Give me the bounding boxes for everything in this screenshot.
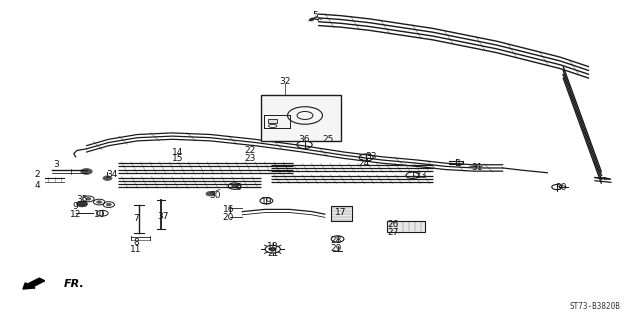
Text: 8: 8 — [133, 238, 139, 247]
Circle shape — [86, 197, 91, 200]
Text: 2: 2 — [35, 170, 40, 179]
Text: 20: 20 — [222, 213, 234, 222]
Text: 16: 16 — [222, 205, 234, 214]
Text: 6: 6 — [235, 183, 241, 192]
Circle shape — [81, 169, 92, 174]
Text: 12: 12 — [70, 210, 82, 219]
Text: 31: 31 — [471, 164, 483, 172]
Text: 13: 13 — [416, 172, 427, 180]
Text: 23: 23 — [244, 154, 255, 163]
Text: 28: 28 — [331, 236, 342, 245]
Text: 27: 27 — [388, 228, 399, 237]
Bar — [261, 95, 341, 141]
Text: 15: 15 — [171, 154, 183, 163]
Text: 9: 9 — [73, 202, 78, 211]
Text: 34: 34 — [106, 170, 118, 179]
Bar — [387, 221, 426, 232]
Bar — [268, 119, 277, 123]
Text: 36: 36 — [298, 135, 310, 144]
Bar — [331, 206, 352, 221]
Text: FR.: FR. — [64, 279, 85, 289]
Text: 14: 14 — [172, 148, 183, 156]
Text: 26: 26 — [388, 220, 399, 229]
Text: 22: 22 — [244, 146, 255, 155]
Text: 18: 18 — [267, 242, 278, 251]
Circle shape — [206, 192, 215, 196]
Circle shape — [77, 201, 87, 206]
Text: 30: 30 — [555, 183, 567, 192]
Text: 17: 17 — [335, 208, 347, 217]
Text: 4: 4 — [35, 181, 40, 190]
Circle shape — [232, 185, 237, 188]
Text: 35: 35 — [76, 195, 88, 204]
Text: 25: 25 — [322, 135, 334, 144]
Text: 11: 11 — [131, 245, 142, 254]
Text: 3: 3 — [54, 160, 59, 169]
Text: 37: 37 — [157, 212, 169, 221]
Text: 10: 10 — [94, 210, 105, 219]
Text: ST73-B3820B: ST73-B3820B — [569, 302, 620, 311]
Text: 5: 5 — [312, 11, 318, 20]
FancyArrow shape — [23, 278, 45, 289]
Text: 7: 7 — [133, 214, 139, 223]
Text: 24: 24 — [359, 159, 370, 168]
Text: 19: 19 — [261, 197, 272, 206]
Circle shape — [97, 201, 102, 203]
Text: 29: 29 — [331, 244, 342, 253]
Circle shape — [106, 203, 111, 206]
Circle shape — [269, 248, 276, 251]
Text: 30: 30 — [210, 191, 221, 200]
Text: 33: 33 — [365, 152, 376, 161]
Circle shape — [103, 176, 112, 180]
Text: 32: 32 — [280, 77, 291, 86]
Text: 1: 1 — [455, 159, 461, 168]
Text: 21: 21 — [267, 250, 278, 259]
